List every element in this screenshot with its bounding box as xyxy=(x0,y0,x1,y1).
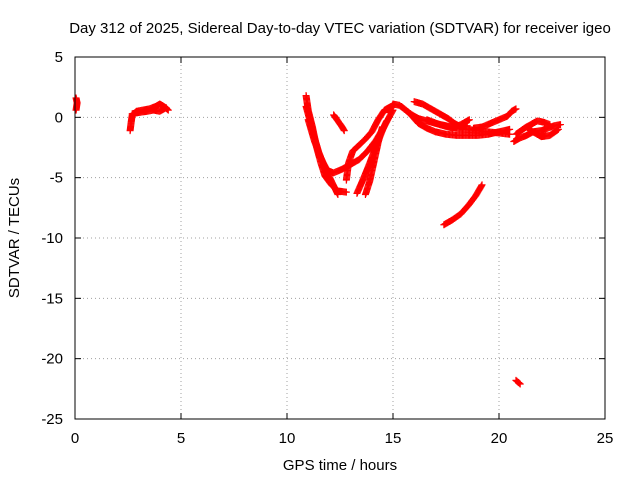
data-point xyxy=(546,121,554,129)
data-point xyxy=(334,191,342,199)
y-tick-label: 0 xyxy=(55,109,63,126)
data-point xyxy=(465,116,473,124)
x-tick-label: 15 xyxy=(385,430,402,447)
data-point xyxy=(72,106,80,114)
data-point xyxy=(478,181,486,189)
x-axis-label: GPS time / hours xyxy=(283,457,397,474)
data-point xyxy=(342,188,350,196)
x-tick-label: 5 xyxy=(177,430,185,447)
y-tick-label: -5 xyxy=(50,170,63,187)
data-point xyxy=(515,379,523,387)
data-point xyxy=(506,125,514,133)
y-tick-label: -20 xyxy=(41,351,63,368)
y-tick-label: -25 xyxy=(41,411,63,428)
data-points xyxy=(72,92,564,388)
data-point xyxy=(378,123,386,131)
data-point xyxy=(516,380,524,388)
x-tick-label: 0 xyxy=(71,430,79,447)
data-point xyxy=(512,105,520,113)
data-point xyxy=(515,379,523,387)
chart-title: Day 312 of 2025, Sidereal Day-to-day VTE… xyxy=(69,20,611,37)
x-tick-label: 20 xyxy=(491,430,508,447)
y-tick-label: 5 xyxy=(55,49,63,66)
data-point xyxy=(553,126,561,134)
data-point xyxy=(556,121,564,129)
axis-ticks: 0 5 10 15 20 25 5 0 -5 -10 -15 -20 -25 xyxy=(41,49,613,447)
data-point xyxy=(162,104,170,112)
data-point xyxy=(340,127,348,135)
y-axis-label: SDTVAR / TECUs xyxy=(6,178,23,298)
data-point xyxy=(383,117,391,125)
x-tick-label: 25 xyxy=(597,430,614,447)
y-tick-label: -10 xyxy=(41,230,63,247)
y-tick-label: -15 xyxy=(41,290,63,307)
data-point xyxy=(554,125,562,133)
x-tick-label: 10 xyxy=(279,430,296,447)
plot-frame xyxy=(74,56,606,420)
